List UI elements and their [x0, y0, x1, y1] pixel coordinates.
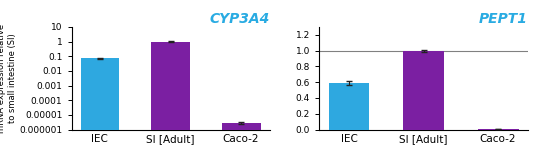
Bar — [477, 129, 519, 130]
Bar — [222, 123, 261, 158]
Y-axis label: mRNA expression relative
to small intestine (SI): mRNA expression relative to small intest… — [0, 24, 16, 133]
Bar — [151, 42, 190, 158]
Bar — [403, 51, 444, 130]
Bar — [328, 83, 370, 130]
Text: PEPT1: PEPT1 — [479, 12, 528, 26]
Text: CYP3A4: CYP3A4 — [209, 12, 270, 26]
Bar — [80, 58, 119, 158]
